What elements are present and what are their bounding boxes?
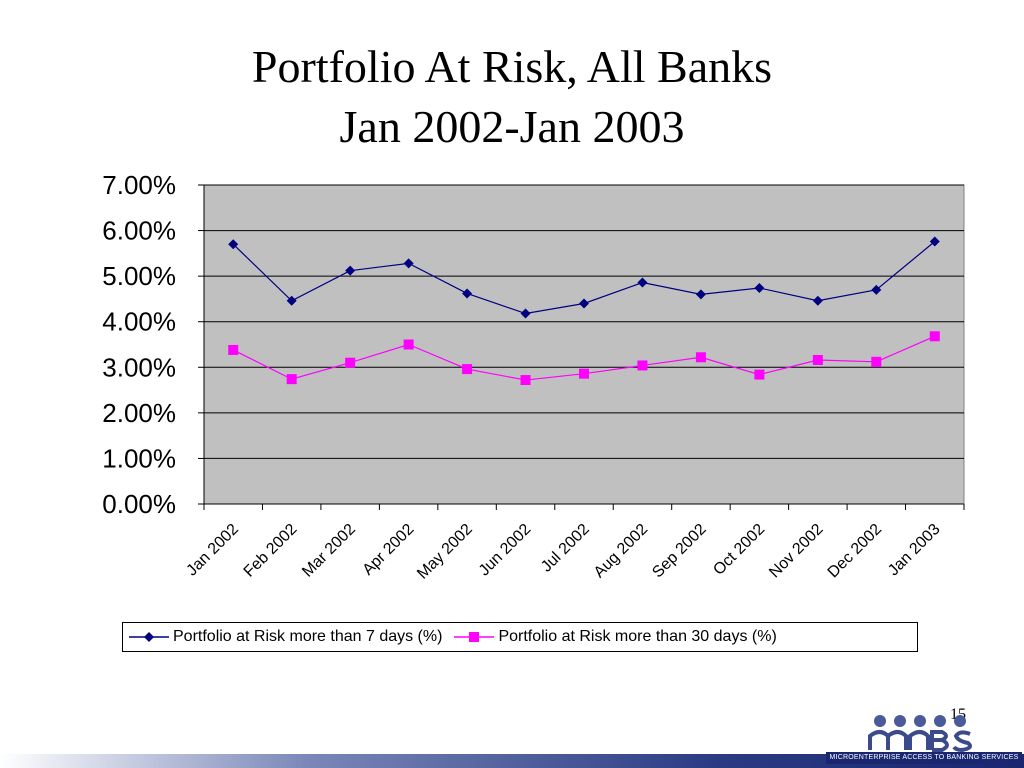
data-point-2 [462, 364, 473, 375]
legend-item-30-days: Portfolio at Risk more than 30 days (%) [454, 628, 777, 646]
chart-legend: Portfolio at Risk more than 7 days (%) P… [122, 622, 918, 652]
footer-bar [0, 754, 1024, 768]
data-point-1 [520, 308, 531, 319]
logo-caption: MICROENTERPRISE ACCESS TO BANKING SERVIC… [826, 752, 1022, 764]
y-tick-label: 3.00% [102, 352, 176, 382]
x-tick-label: Jan 2003 [885, 521, 944, 580]
mabs-logo-icon [868, 715, 972, 752]
line-chart: 0.00% 1.00% 2.00% 3.00% 4.00% 5.00% 6.00% 7.00%… [102, 170, 965, 583]
x-tick-label: Aug 2002 [591, 521, 652, 582]
y-tick-label: 6.00% [102, 216, 176, 246]
data-point-2 [345, 357, 356, 368]
chart-title-line-2: Jan 2002-Jan 2003 [339, 101, 685, 152]
data-point-1 [754, 282, 765, 293]
data-point-1 [462, 288, 473, 299]
x-tick-label: Mar 2002 [299, 521, 359, 581]
data-point-1 [637, 277, 648, 288]
legend-label-30-days: Portfolio at Risk more than 30 days (%) [498, 628, 777, 645]
data-point-2 [403, 339, 414, 350]
data-point-2 [286, 374, 297, 385]
legend-swatch-30-days [454, 632, 495, 642]
x-tick-label: Jan 2002 [183, 521, 242, 580]
x-tick-label: Jun 2002 [476, 521, 535, 580]
x-tick-label: Apr 2002 [360, 521, 418, 579]
x-tick-label: Nov 2002 [766, 521, 827, 582]
data-point-2 [520, 375, 531, 386]
data-point-2 [637, 360, 648, 371]
y-tick-label: 0.00% [102, 489, 176, 519]
legend-label-7-days: Portfolio at Risk more than 7 days (%) [173, 628, 443, 645]
x-tick-label: Sep 2002 [649, 521, 710, 582]
y-tick-label: 7.00% [102, 170, 176, 200]
data-point-1 [812, 295, 823, 306]
y-tick-label: 2.00% [102, 398, 176, 428]
data-point-2 [812, 354, 823, 365]
x-tick-label: Jul 2002 [538, 521, 593, 576]
data-point-1 [929, 236, 940, 247]
legend-item-7-days: Portfolio at Risk more than 7 days (%) [129, 628, 442, 646]
x-tick-label: Dec 2002 [825, 521, 886, 582]
x-tick-label: Feb 2002 [241, 521, 301, 581]
data-point-2 [579, 368, 589, 379]
data-point-1 [228, 239, 239, 250]
data-point-1 [403, 258, 414, 269]
data-point-2 [754, 369, 765, 380]
plot-area [203, 184, 965, 505]
data-point-1 [579, 298, 589, 309]
data-point-1 [695, 289, 706, 300]
data-point-2 [228, 344, 239, 355]
data-point-2 [929, 331, 940, 342]
y-tick-label: 4.00% [102, 307, 176, 337]
legend-swatch-7-days [129, 632, 169, 642]
chart-title-line-1: Portfolio At Risk, All Banks [251, 41, 773, 92]
y-tick-label: 5.00% [102, 261, 176, 291]
y-tick-label: 1.00% [102, 443, 176, 473]
data-point-2 [695, 352, 706, 363]
data-point-1 [286, 295, 297, 306]
data-point-1 [871, 284, 882, 295]
x-tick-label: Oct 2002 [710, 521, 768, 579]
data-point-1 [345, 265, 356, 276]
x-tick-label: May 2002 [414, 521, 476, 583]
data-point-2 [871, 356, 882, 367]
